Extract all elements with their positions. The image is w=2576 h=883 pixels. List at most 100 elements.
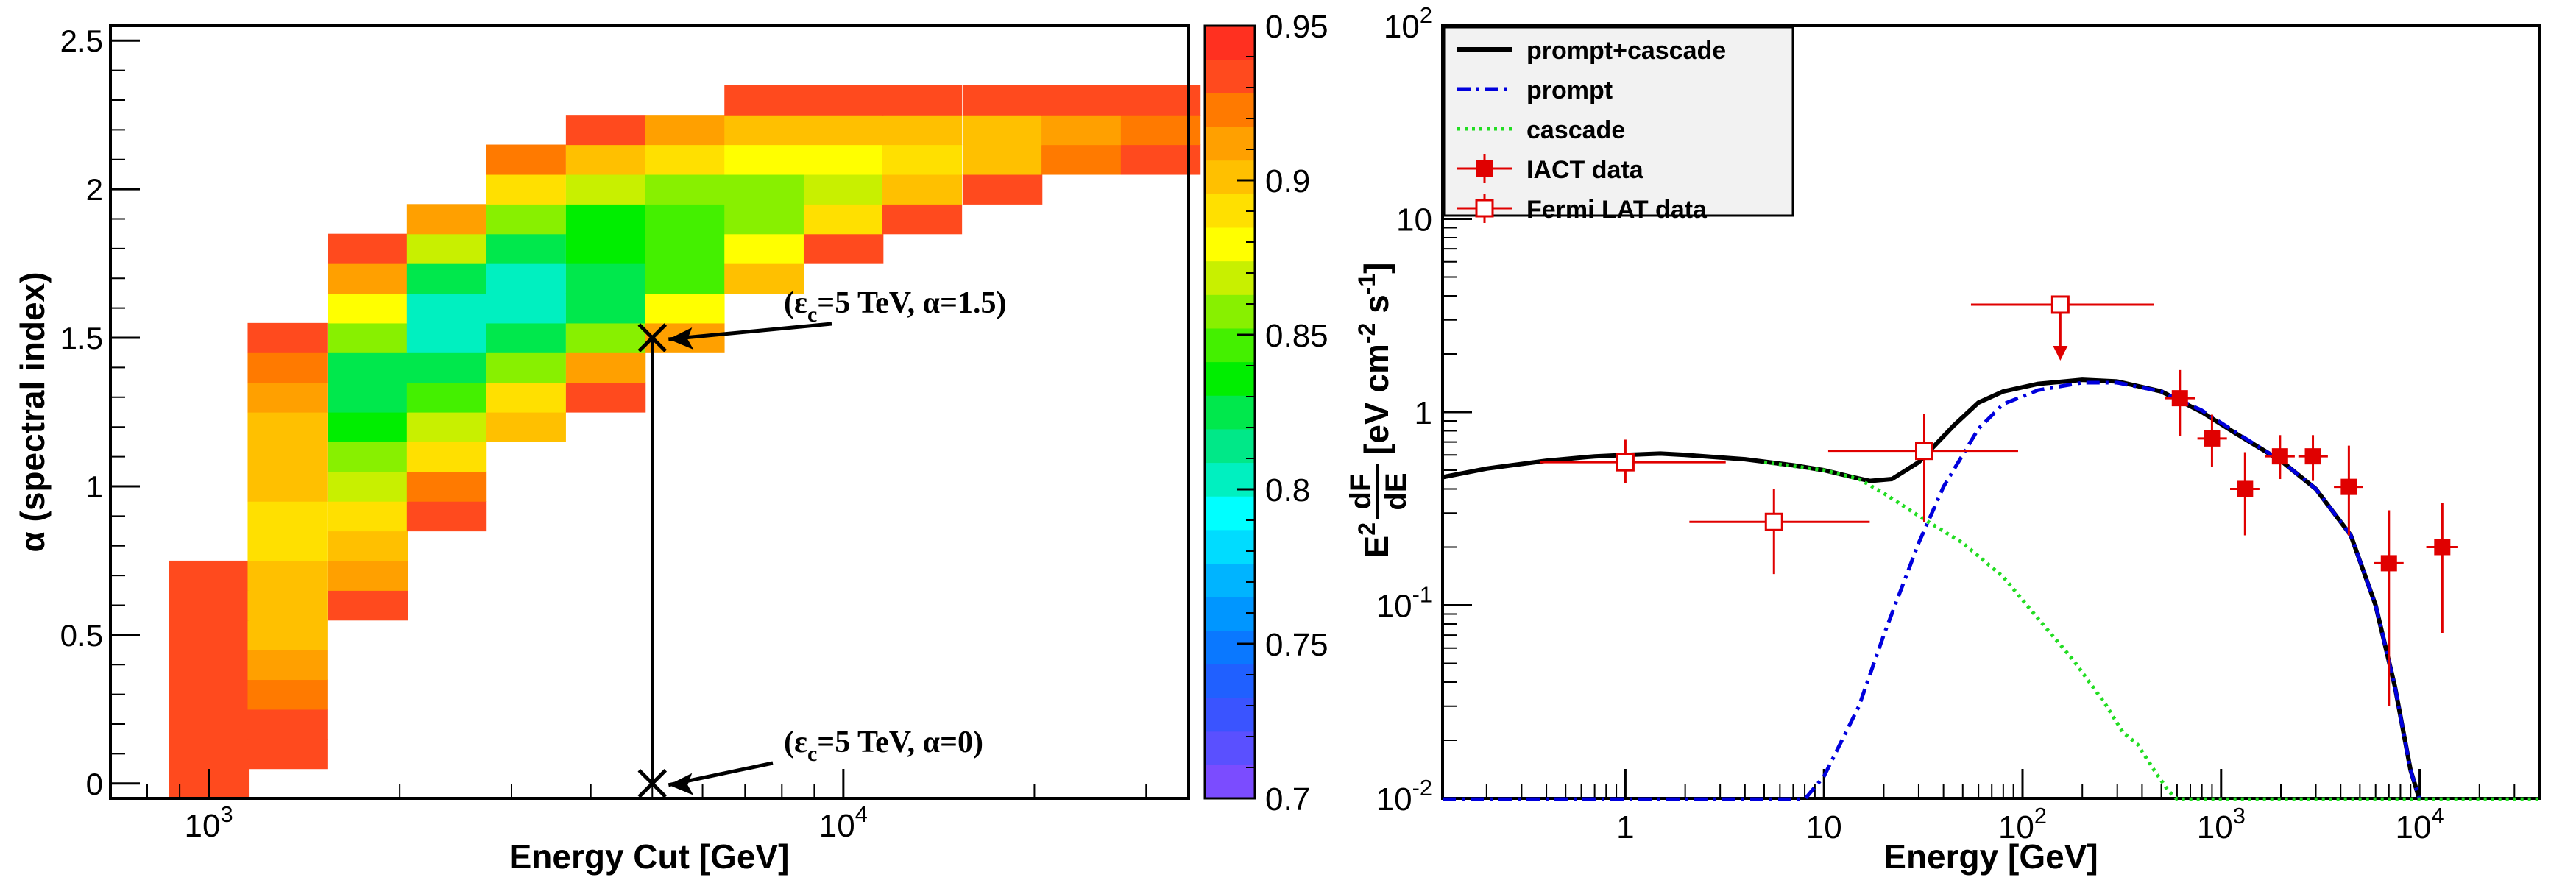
- sed-y-tick-label-base: 10: [1384, 9, 1420, 45]
- heatmap-cell: [247, 650, 328, 681]
- sed-x-tick-label-base: 10: [2396, 809, 2432, 845]
- fermi-point-marker: [1616, 453, 1635, 472]
- heatmap-cell: [486, 412, 566, 442]
- sed-data-points: [1539, 295, 2458, 706]
- heatmap-x-label: Energy Cut [GeV]: [509, 837, 790, 876]
- x-marker: [637, 769, 668, 798]
- sed-y-tick-label-exp: -1: [1412, 582, 1432, 608]
- sed-x-tick-label-text: 10: [1806, 809, 1842, 845]
- heatmap-cell: [645, 144, 725, 175]
- heatmap-cell: [247, 322, 328, 353]
- heatmap-cell: [565, 263, 646, 294]
- heatmap-cell: [882, 144, 963, 175]
- heatmap-cell: [328, 531, 408, 561]
- heatmap-cell: [406, 263, 487, 294]
- heatmap-cell: [803, 85, 884, 116]
- colorbar-segment: [1205, 93, 1255, 127]
- heatmap-cell: [882, 85, 963, 116]
- sed-y-tick-label-exp: -2: [1412, 775, 1432, 801]
- heatmap-cell: [645, 263, 725, 294]
- heatmap-y-tick-label: 2.5: [60, 24, 103, 58]
- colorbar-tick-label: 0.8: [1265, 472, 1310, 508]
- heatmap-cell: [247, 412, 328, 442]
- heatmap-cell: [406, 233, 487, 264]
- heatmap-cells: [169, 85, 1201, 799]
- iact-point-marker: [2171, 390, 2188, 407]
- colorbar-segment: [1205, 630, 1255, 664]
- heatmap-cell: [565, 322, 646, 353]
- sed-x-tick-label-exp: 2: [2034, 803, 2047, 829]
- heatmap-cell: [882, 174, 963, 205]
- heatmap-cell: [645, 115, 725, 146]
- heatmap-cell: [882, 204, 963, 235]
- heatmap-cell: [724, 85, 804, 116]
- annotation-label-subscript: c: [807, 302, 817, 327]
- heatmap-cell: [486, 382, 566, 413]
- heatmap-cell: [486, 204, 566, 235]
- iact-point-marker: [2271, 448, 2288, 465]
- heatmap-cell: [247, 590, 328, 621]
- colorbar-segment: [1205, 597, 1255, 631]
- heatmap-y-tick-label: 1.5: [60, 321, 103, 355]
- heatmap-cell: [247, 531, 328, 561]
- sed-y-label-sup2: -1: [1354, 274, 1380, 294]
- heatmap-cell: [406, 442, 487, 472]
- heatmap-cell: [565, 144, 646, 175]
- sed-y-tick-label-text: 10: [1396, 202, 1432, 238]
- heatmap-frame: [109, 24, 1190, 800]
- heatmap-panel: 00.511.522.5 103 104 Energy Cut [GeV] α (…: [13, 9, 1328, 876]
- sed-y-label-lead: E: [1357, 536, 1395, 558]
- annotation-label-subscript: c: [807, 742, 817, 766]
- heatmap-x-tick-label: 103: [185, 801, 233, 844]
- annotation-arrowhead: [668, 773, 694, 795]
- legend-label: IACT data: [1526, 156, 1644, 184]
- sed-y-tick-label: 10-1: [1376, 582, 1432, 625]
- heatmap-cell: [247, 382, 328, 413]
- iact-point-marker: [2237, 480, 2254, 497]
- heatmap-cell: [962, 115, 1043, 146]
- iact-point-marker: [2204, 430, 2221, 447]
- heatmap-cell: [486, 352, 566, 383]
- sed-y-label-energy: E2: [1354, 522, 1395, 558]
- heatmap-cell: [645, 174, 725, 205]
- sed-x-tick-label: 10: [1806, 809, 1842, 845]
- sed-series-line: [1443, 380, 2421, 801]
- sed-y-label: E2 dF dE [eV cm-2 s-1]: [1345, 263, 1412, 558]
- colorbar-segment: [1205, 529, 1255, 564]
- heatmap-cell: [169, 620, 250, 650]
- sed-y-tick-label-exp: 2: [1420, 2, 1432, 28]
- heatmap-cell: [247, 560, 328, 591]
- heatmap-x-tick-label-base: 10: [185, 808, 221, 844]
- sed-x-tick-label-base: 10: [1998, 809, 2034, 845]
- heatmap-cell: [169, 590, 250, 621]
- fermi-point-marker: [1764, 512, 1783, 531]
- colorbar-frame: [1203, 24, 1256, 800]
- colorbar: 0.7 0.75 0.8 0.85 0.9 0.95: [1203, 9, 1328, 818]
- colorbar-segment: [1205, 361, 1255, 396]
- heatmap-cell: [328, 233, 408, 264]
- x-marker: [637, 323, 668, 352]
- sed-series-line: [1763, 460, 2539, 801]
- fermi-upper-limit-arrowhead: [2053, 345, 2068, 361]
- heatmap-cell: [247, 620, 328, 650]
- annotation-arrow: [668, 322, 832, 341]
- heatmap-cell: [328, 352, 408, 383]
- heatmap-cell: [645, 293, 725, 324]
- heatmap-cell: [962, 174, 1043, 205]
- heatmap-cell: [406, 322, 487, 353]
- heatmap-cell: [406, 501, 487, 532]
- heatmap-cell: [962, 85, 1043, 116]
- heatmap-cell: [803, 115, 884, 146]
- heatmap-cell: [328, 263, 408, 294]
- heatmap-cell: [328, 293, 408, 324]
- colorbar-tick-label: 0.85: [1265, 318, 1328, 354]
- heatmap-cell: [406, 352, 487, 383]
- heatmap-cell: [724, 115, 804, 146]
- heatmap-cell: [406, 382, 487, 413]
- heatmap-y-tick-label: 0: [86, 767, 103, 801]
- heatmap-x-tick-label: 104: [819, 801, 868, 844]
- heatmap-cell: [803, 204, 884, 235]
- heatmap-cell: [328, 590, 408, 621]
- heatmap-cell: [247, 709, 328, 740]
